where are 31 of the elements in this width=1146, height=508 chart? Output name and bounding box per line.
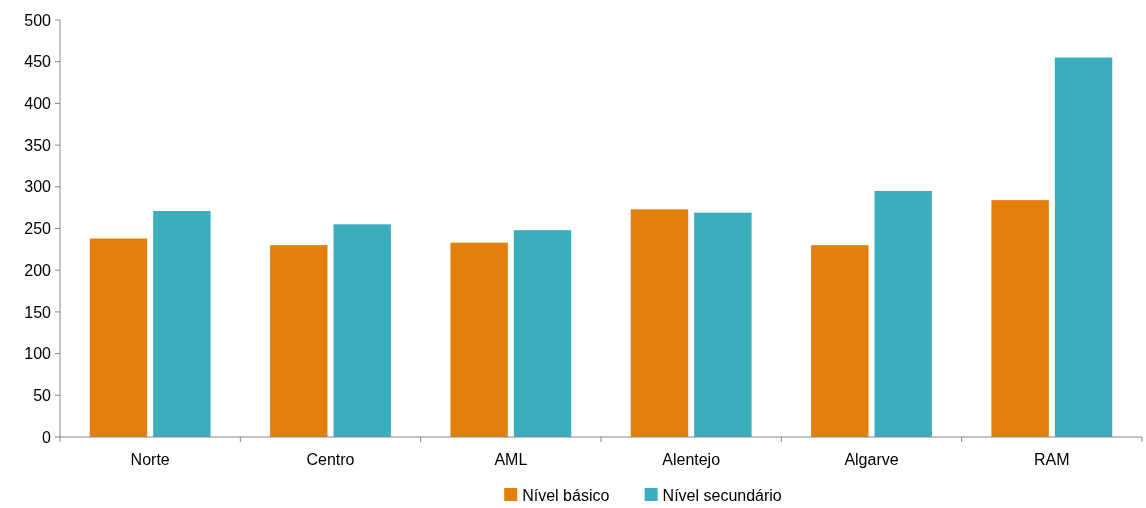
x-tick-label: Alentejo [662,451,721,468]
bar [811,245,869,437]
x-tick-label: Algarve [844,451,899,468]
bar [991,200,1049,437]
bar [89,238,148,437]
y-tick-label: 0 [42,428,52,446]
bar [450,242,508,437]
y-tick-label: 50 [33,386,52,404]
y-tick-label: 450 [24,53,52,71]
x-tick-label: RAM [1034,451,1070,468]
y-tick-label: 350 [24,136,52,154]
y-tick-label: 100 [24,345,52,363]
x-tick-label: AML [494,451,528,468]
y-tick-label: 400 [24,95,52,112]
legend-label: Nível secundário [662,486,782,504]
y-tick-label: 500 [24,11,52,29]
bar [513,230,572,437]
y-tick-label: 200 [24,261,52,279]
x-tick-label: Centro [306,451,355,468]
bar [630,209,689,437]
legend-label: Nível básico [522,486,610,504]
bar [270,245,328,437]
bar [874,190,932,437]
bar [1054,57,1113,437]
y-tick-label: 250 [24,220,52,238]
y-tick-label: 150 [24,303,52,321]
bar [333,224,391,437]
bar [153,210,211,437]
y-tick-label: 300 [24,178,52,196]
bar [694,212,752,437]
x-tick-label: Norte [130,451,170,468]
